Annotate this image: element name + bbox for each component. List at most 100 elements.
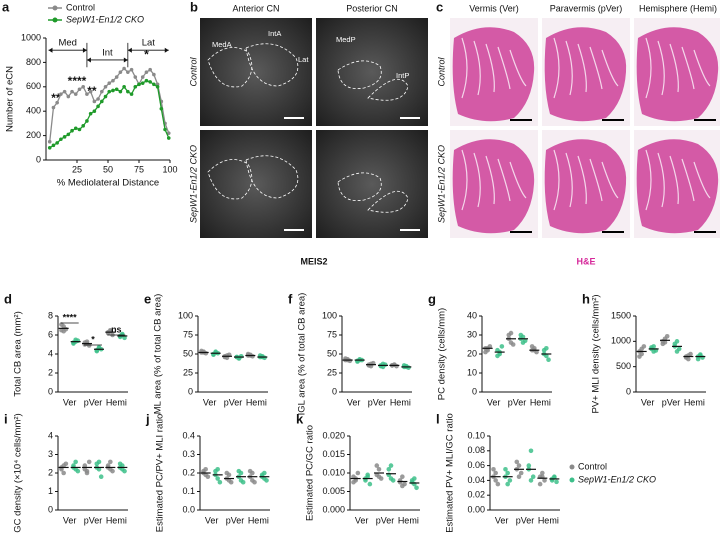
data-point	[92, 99, 97, 104]
y-tick-label: 75	[183, 329, 193, 339]
data-point	[129, 67, 134, 72]
data-point	[59, 137, 63, 142]
data-point	[166, 131, 171, 135]
fissure	[565, 152, 573, 208]
data-point	[506, 332, 512, 338]
x-tick-label: 25	[72, 164, 82, 174]
y-tick-label: 75	[327, 329, 337, 339]
panel-letter: b	[190, 0, 198, 14]
data-point	[493, 478, 498, 483]
x-tick-label: Ver	[641, 397, 655, 407]
fissure	[509, 161, 527, 199]
data-point	[499, 344, 505, 349]
data-point	[81, 124, 85, 128]
data-point	[111, 78, 115, 83]
data-point	[518, 470, 524, 476]
data-point	[388, 476, 394, 481]
region-outline	[337, 60, 382, 89]
data-point	[201, 468, 206, 474]
column-header: Hemisphere (Hemi)	[639, 3, 717, 13]
fissure	[509, 49, 527, 87]
y-tick-label: 0	[48, 504, 53, 514]
data-point	[542, 478, 547, 483]
data-point	[518, 332, 524, 338]
y-tick-label: 2	[48, 367, 53, 377]
data-point	[374, 463, 380, 468]
row-label: Control	[188, 56, 198, 86]
fissure	[461, 149, 468, 211]
data-point	[51, 143, 56, 148]
data-point	[698, 352, 703, 357]
data-point	[61, 470, 66, 476]
data-point	[59, 92, 63, 96]
data-point	[516, 474, 522, 480]
data-point	[126, 70, 130, 74]
data-point	[351, 479, 356, 485]
data-point	[117, 461, 123, 467]
data-point	[100, 99, 104, 104]
data-point	[98, 474, 104, 480]
data-point	[85, 119, 89, 123]
data-point	[163, 127, 167, 132]
region-outline	[337, 172, 382, 201]
data-point	[86, 459, 92, 465]
data-point	[137, 82, 141, 87]
y-tick-label: 25	[183, 367, 193, 377]
data-point	[637, 354, 642, 359]
panel-letter: a	[2, 0, 10, 14]
x-tick-label: pVer	[224, 397, 243, 407]
data-point	[120, 467, 125, 472]
column-header: Paravermis (pVer)	[550, 3, 623, 13]
data-point	[537, 481, 543, 487]
y-tick-label: 0.020	[322, 430, 345, 440]
legend-marker	[52, 5, 58, 11]
data-point	[152, 72, 156, 77]
panel-letter: d	[4, 291, 12, 306]
region-outline	[367, 78, 409, 101]
data-point	[400, 483, 405, 489]
data-point	[526, 463, 532, 468]
fissure	[657, 40, 665, 96]
data-point	[96, 97, 100, 101]
data-point	[73, 467, 78, 472]
fissure	[473, 40, 481, 96]
x-tick-label: Hemi	[684, 397, 705, 407]
panel-letter: c	[436, 0, 443, 14]
data-point	[55, 100, 59, 105]
data-point	[77, 87, 82, 92]
stain-label: MEIS2	[300, 256, 327, 266]
data-point	[77, 127, 82, 132]
data-point	[238, 478, 244, 483]
data-point	[73, 92, 78, 96]
data-point	[505, 481, 510, 487]
panel-letter: f	[288, 291, 293, 306]
x-tick-label: Ver	[63, 397, 77, 407]
x-tick-label: Ver	[487, 397, 501, 407]
data-point	[213, 468, 218, 474]
x-tick-label: Hemi	[248, 515, 269, 525]
x-tick-label: pVer	[376, 515, 395, 525]
data-point	[126, 89, 130, 94]
x-tick-label: Hemi	[106, 397, 127, 407]
data-point	[639, 346, 644, 352]
micrograph	[316, 18, 428, 126]
legend-label: Control	[578, 461, 607, 471]
row-label: SepW1-En1/2 CKO	[188, 145, 198, 223]
data-point	[118, 70, 123, 74]
x-tick-label: Ver	[63, 515, 77, 525]
y-axis-title: Estimated PV+ MLI/GC ratio	[445, 413, 456, 533]
data-point	[122, 66, 126, 71]
data-point	[94, 461, 100, 467]
legend-label: SepW1-En1/2 CKO	[66, 14, 144, 24]
fissure	[669, 155, 679, 205]
fissure	[553, 149, 560, 211]
y-tick-label: 0.10	[467, 430, 485, 440]
data-point	[540, 470, 545, 476]
data-point	[94, 348, 100, 354]
y-tick-label: 4	[48, 348, 53, 358]
fissure	[553, 37, 560, 99]
fissure	[473, 152, 481, 208]
data-point	[262, 476, 267, 481]
micrograph	[200, 18, 312, 126]
